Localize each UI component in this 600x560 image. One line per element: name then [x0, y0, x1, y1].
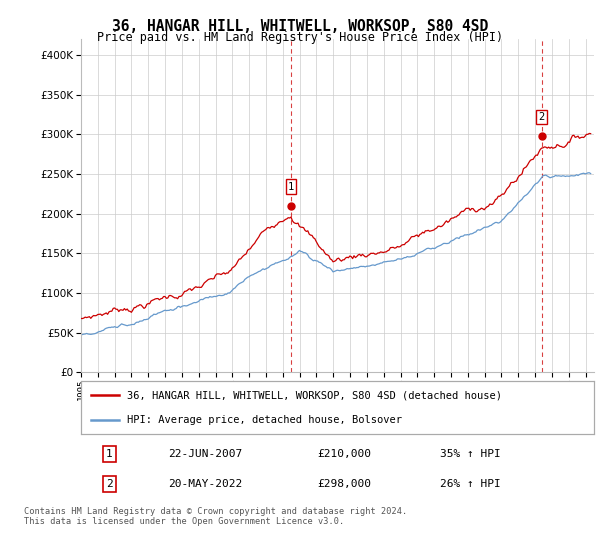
Text: 36, HANGAR HILL, WHITWELL, WORKSOP, S80 4SD (detached house): 36, HANGAR HILL, WHITWELL, WORKSOP, S80 … [127, 390, 502, 400]
Text: 20-MAY-2022: 20-MAY-2022 [168, 479, 242, 489]
Text: £210,000: £210,000 [317, 449, 371, 459]
Text: 2: 2 [538, 111, 545, 122]
Text: 1: 1 [287, 181, 294, 192]
Text: 22-JUN-2007: 22-JUN-2007 [168, 449, 242, 459]
Text: HPI: Average price, detached house, Bolsover: HPI: Average price, detached house, Bols… [127, 414, 402, 424]
Text: £298,000: £298,000 [317, 479, 371, 489]
Text: 2: 2 [106, 479, 113, 489]
Text: 35% ↑ HPI: 35% ↑ HPI [440, 449, 501, 459]
Text: 36, HANGAR HILL, WHITWELL, WORKSOP, S80 4SD: 36, HANGAR HILL, WHITWELL, WORKSOP, S80 … [112, 19, 488, 34]
Text: Price paid vs. HM Land Registry's House Price Index (HPI): Price paid vs. HM Land Registry's House … [97, 31, 503, 44]
Text: Contains HM Land Registry data © Crown copyright and database right 2024.
This d: Contains HM Land Registry data © Crown c… [24, 507, 407, 526]
Text: 1: 1 [106, 449, 113, 459]
Text: 26% ↑ HPI: 26% ↑ HPI [440, 479, 501, 489]
